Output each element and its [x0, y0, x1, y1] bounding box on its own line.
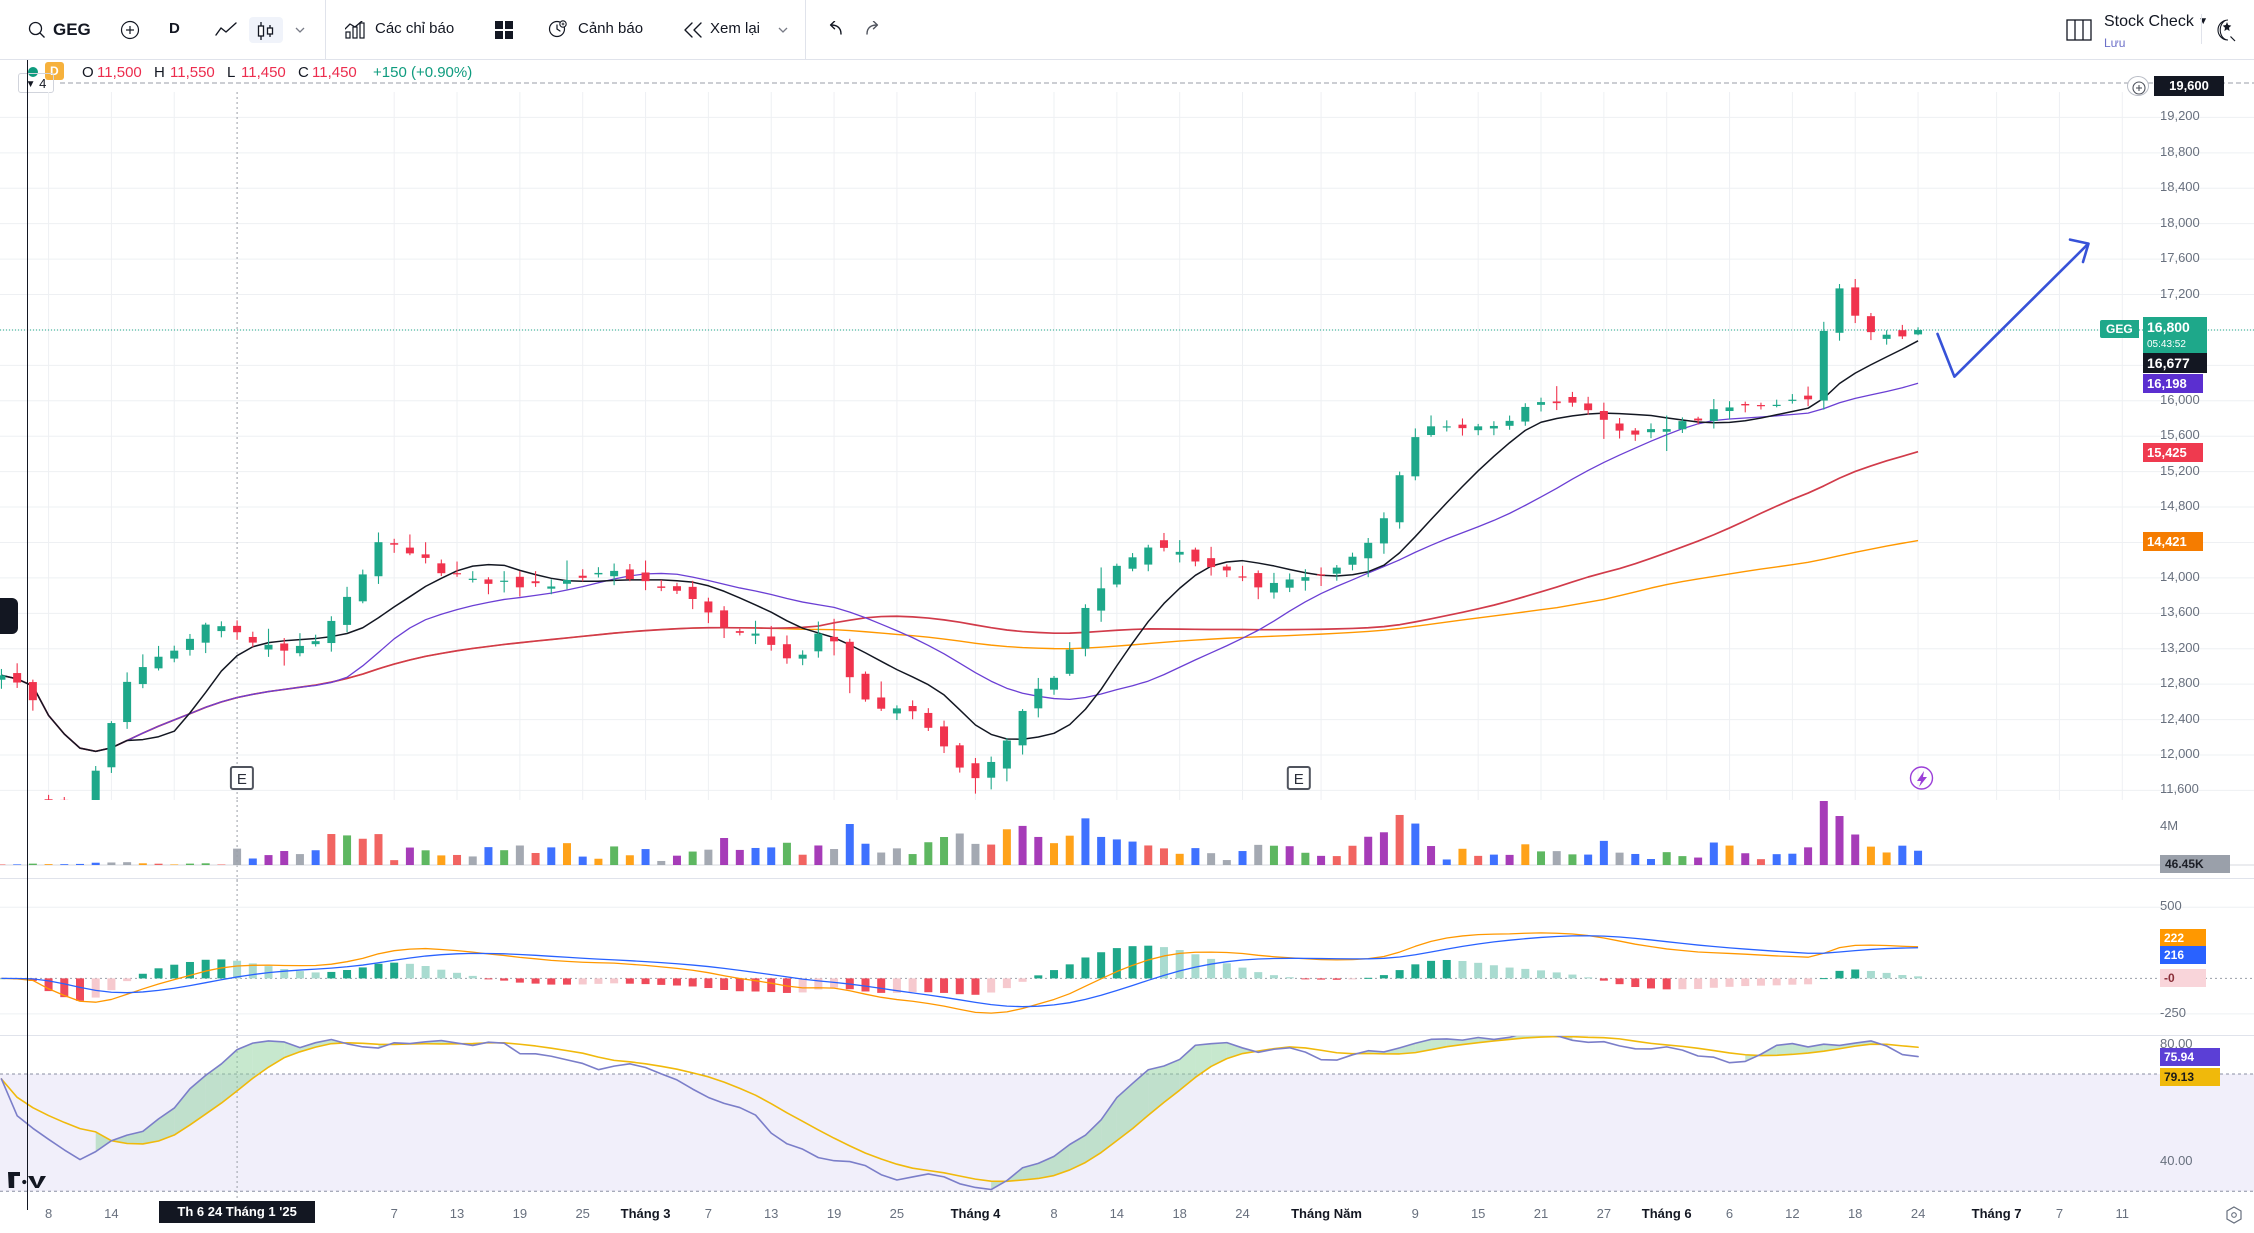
svg-text:E: E: [1294, 771, 1304, 788]
svg-text:E: E: [237, 771, 247, 788]
